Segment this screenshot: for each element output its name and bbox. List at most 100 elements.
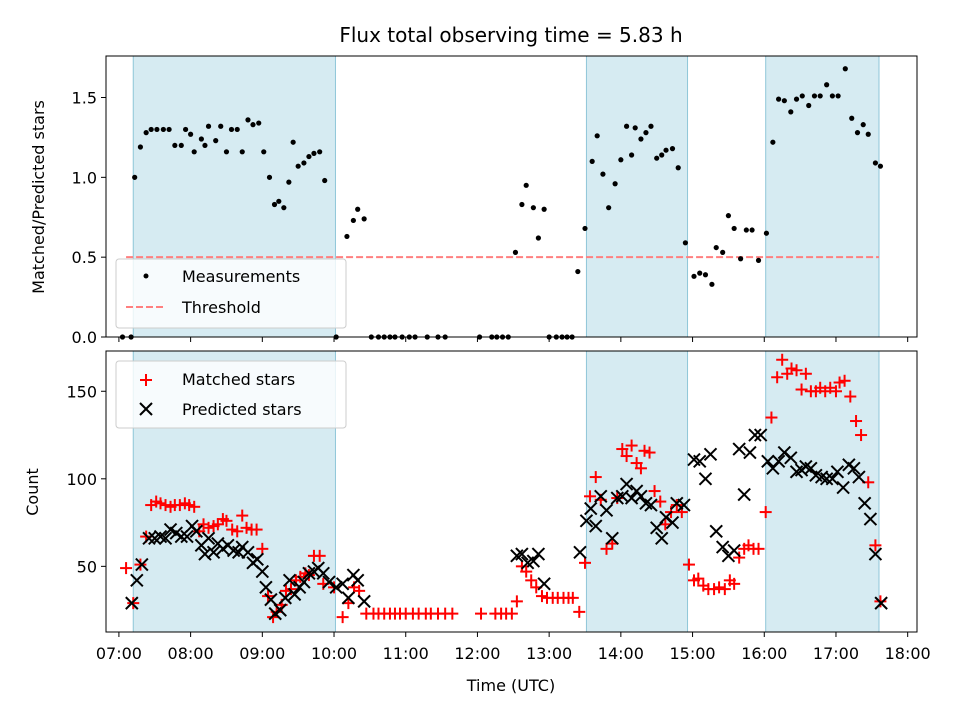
- measurement-point: [266, 174, 273, 180]
- measurement-point: [799, 93, 805, 99]
- predicted-star-point: [644, 498, 658, 512]
- predicted-star-point: [655, 531, 669, 546]
- matched-star-point: [799, 367, 812, 380]
- predicted-star-point: [180, 529, 194, 544]
- measurement-point: [749, 227, 755, 233]
- measurement-point: [290, 139, 296, 145]
- x-tick-label-0: 07:00: [96, 644, 142, 663]
- predicted-star-point: [868, 547, 883, 561]
- measurement-point: [589, 158, 595, 164]
- top-shade-2: [765, 55, 880, 338]
- measurement-point: [350, 217, 356, 224]
- matched-star-point: [578, 556, 591, 569]
- top-y-tick-label-0: 0.0: [72, 328, 97, 347]
- matched-star-point: [670, 499, 683, 512]
- measurement-point: [519, 201, 525, 208]
- x-tick-label-4: 11:00: [383, 644, 429, 663]
- measurement-point: [218, 123, 224, 129]
- measurement-point: [202, 142, 208, 149]
- matched-star-point: [520, 565, 533, 578]
- matched-star-point: [850, 415, 863, 428]
- measurement-point: [132, 174, 138, 180]
- measurement-point: [654, 155, 660, 161]
- measurement-point: [872, 160, 879, 166]
- predicted-star-point: [743, 445, 757, 460]
- bottom-y-tick-label-0: 50: [77, 557, 97, 576]
- measurement-point: [629, 152, 635, 158]
- predicted-star-point: [125, 596, 139, 610]
- measurement-point: [817, 93, 823, 99]
- predicted-star-point: [784, 451, 798, 465]
- top-y-tick-label-3: 1.5: [72, 89, 97, 108]
- matched-star-point: [795, 383, 808, 396]
- predicted-star-point: [737, 487, 751, 502]
- predicted-star-point: [130, 573, 144, 588]
- predicted-star-point: [715, 540, 730, 554]
- measurement-point: [763, 230, 770, 236]
- x-tick-label-9: 16:00: [741, 644, 787, 663]
- measurement-point: [530, 205, 536, 211]
- measurement-point: [223, 149, 230, 155]
- matched-star-point: [475, 607, 488, 620]
- legend-matched-label: Matched stars: [182, 370, 295, 389]
- predicted-star-point: [282, 573, 297, 588]
- measurement-point: [738, 256, 744, 262]
- measurement-point: [720, 249, 726, 255]
- measurement-point: [191, 149, 197, 155]
- predicted-star-point: [135, 557, 149, 572]
- predicted-star-point: [297, 575, 311, 589]
- measurement-point: [322, 177, 328, 184]
- measurement-point: [697, 270, 703, 276]
- measurement-point: [675, 165, 681, 171]
- measurement-point: [535, 235, 541, 241]
- measurement-point: [669, 146, 676, 152]
- predicted-star-point: [241, 545, 255, 560]
- measurement-point: [860, 122, 866, 128]
- measurement-point: [709, 281, 715, 287]
- measurement-point: [311, 150, 317, 156]
- predicted-star-point: [619, 477, 634, 491]
- x-tick-label-5: 12:00: [454, 644, 500, 663]
- matched-star-point: [790, 364, 803, 377]
- measurement-point: [250, 122, 256, 128]
- matched-star-point: [829, 385, 842, 398]
- predicted-star-point: [515, 547, 529, 561]
- measurement-point: [594, 133, 600, 139]
- top-y-tick-label-1: 0.5: [72, 248, 97, 267]
- matched-star-point: [692, 572, 705, 585]
- measurement-point: [301, 160, 307, 166]
- predicted-star-point: [709, 524, 723, 539]
- measurement-point: [643, 130, 649, 136]
- measurement-point: [743, 227, 749, 233]
- measurement-point: [188, 131, 194, 137]
- matched-star-point: [600, 542, 613, 555]
- measurement-point: [829, 93, 835, 99]
- predicted-star-point: [259, 580, 273, 595]
- measurement-point: [793, 96, 800, 102]
- measurement-point: [770, 139, 776, 145]
- matched-star-point: [250, 523, 263, 536]
- predicted-star-point: [732, 442, 746, 456]
- matched-star-point: [625, 439, 638, 452]
- matched-star-point: [733, 551, 746, 564]
- matched-star-point: [643, 446, 656, 459]
- predicted-star-point: [748, 428, 762, 442]
- measurement-point: [276, 198, 282, 204]
- legend-predicted-label: Predicted stars: [182, 400, 302, 419]
- predicted-star-point: [825, 472, 840, 486]
- measurement-point: [286, 179, 292, 185]
- measurement-point: [788, 109, 794, 115]
- matched-star-point: [525, 574, 538, 587]
- bottom-y-tick-label-2: 150: [66, 382, 97, 401]
- x-tick-label-11: 18:00: [885, 644, 931, 663]
- measurement-point: [166, 126, 172, 133]
- measurement-point: [317, 149, 323, 155]
- measurement-point: [612, 181, 618, 187]
- matched-star-point: [718, 583, 731, 596]
- measurement-point: [842, 66, 848, 72]
- measurement-point: [811, 93, 818, 99]
- matched-star-point: [154, 497, 167, 510]
- top-axes-ticks: 0.0 0.5 1.0 1.5: [72, 89, 909, 347]
- measurement-point: [600, 171, 606, 177]
